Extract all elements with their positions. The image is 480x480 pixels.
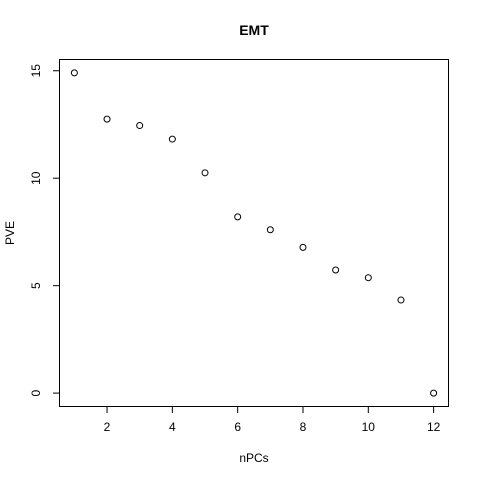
- data-point: [266, 226, 274, 234]
- data-point: [70, 69, 78, 77]
- data-point: [364, 274, 372, 282]
- y-tick-label: 0: [29, 389, 43, 396]
- chart-title: EMT: [239, 22, 269, 38]
- y-tick-label: 5: [29, 282, 43, 289]
- y-axis-label: PVE: [3, 221, 17, 245]
- data-point: [234, 213, 242, 221]
- x-tick-label: 4: [169, 420, 176, 434]
- data-point: [299, 243, 307, 251]
- x-axis: 2 4 6 8 10 12: [104, 406, 441, 434]
- data-point: [430, 389, 438, 397]
- plot-frame: [59, 59, 449, 407]
- data-point: [397, 296, 405, 304]
- y-axis: 0 5 10 15: [29, 64, 60, 396]
- y-tick-label: 15: [29, 64, 43, 78]
- x-tick-label: 2: [104, 420, 111, 434]
- data-point: [103, 115, 111, 123]
- x-tick-label: 12: [427, 420, 441, 434]
- x-tick-label: 6: [234, 420, 241, 434]
- x-tick-label: 10: [362, 420, 376, 434]
- data-point: [136, 122, 144, 130]
- x-tick-label: 8: [300, 420, 307, 434]
- x-axis-label: nPCs: [239, 451, 268, 465]
- data-point: [332, 266, 340, 274]
- y-tick-label: 10: [29, 171, 43, 185]
- data-points: [70, 69, 438, 397]
- data-point: [168, 135, 176, 143]
- data-point: [201, 169, 209, 177]
